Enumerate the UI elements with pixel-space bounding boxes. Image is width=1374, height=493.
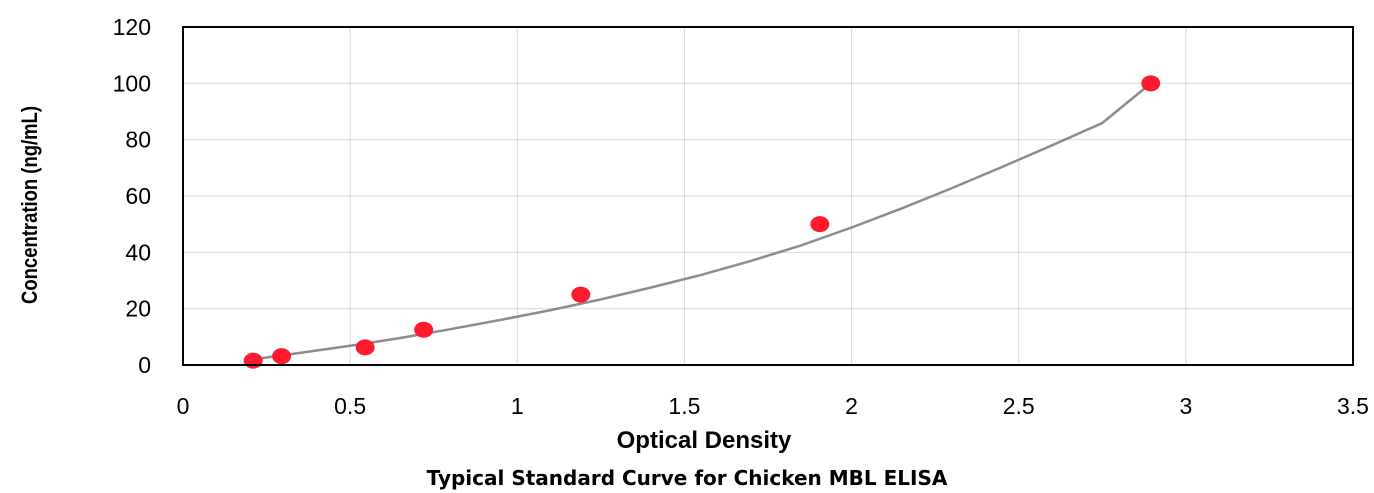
gridlines	[182, 26, 1354, 366]
data-point	[414, 321, 434, 338]
y-tick-label: 60	[125, 183, 151, 209]
x-tick-label: 1	[511, 393, 524, 419]
chart-caption: Typical Standard Curve for Chicken MBL E…	[427, 466, 948, 490]
x-tick-label: 1.5	[668, 393, 700, 419]
y-tick-label: 20	[125, 296, 151, 322]
data-point	[355, 339, 375, 356]
data-point	[272, 348, 292, 365]
x-tick-label: 2	[845, 393, 858, 419]
x-axis-tick-labels: 0 0.5 1 1.5 2 2.5 3 3.5	[177, 393, 1369, 419]
y-tick-label: 80	[125, 127, 151, 153]
x-axis-title: Optical Density	[617, 427, 792, 454]
data-point	[1141, 75, 1161, 92]
trendline	[253, 82, 1152, 361]
data-points	[243, 75, 1161, 369]
y-tick-label: 100	[113, 70, 151, 96]
y-tick-label: 0	[138, 352, 151, 378]
data-point	[243, 352, 263, 369]
x-tick-label: 0.5	[334, 393, 366, 419]
x-tick-label: 2.5	[1003, 393, 1035, 419]
data-point	[810, 216, 830, 233]
data-point	[571, 286, 591, 303]
y-axis-tick-labels: 0 20 40 60 80 100 120	[113, 14, 151, 378]
trendline-layer	[253, 82, 1152, 361]
y-tick-label: 40	[125, 239, 151, 265]
x-tick-label: 3.5	[1337, 393, 1369, 419]
plot-area-border	[182, 26, 1354, 366]
y-tick-label: 120	[113, 14, 151, 40]
x-tick-label: 3	[1179, 393, 1192, 419]
x-tick-label: 0	[177, 393, 190, 419]
y-axis-title: Concentration (ng/mL)	[19, 106, 43, 304]
